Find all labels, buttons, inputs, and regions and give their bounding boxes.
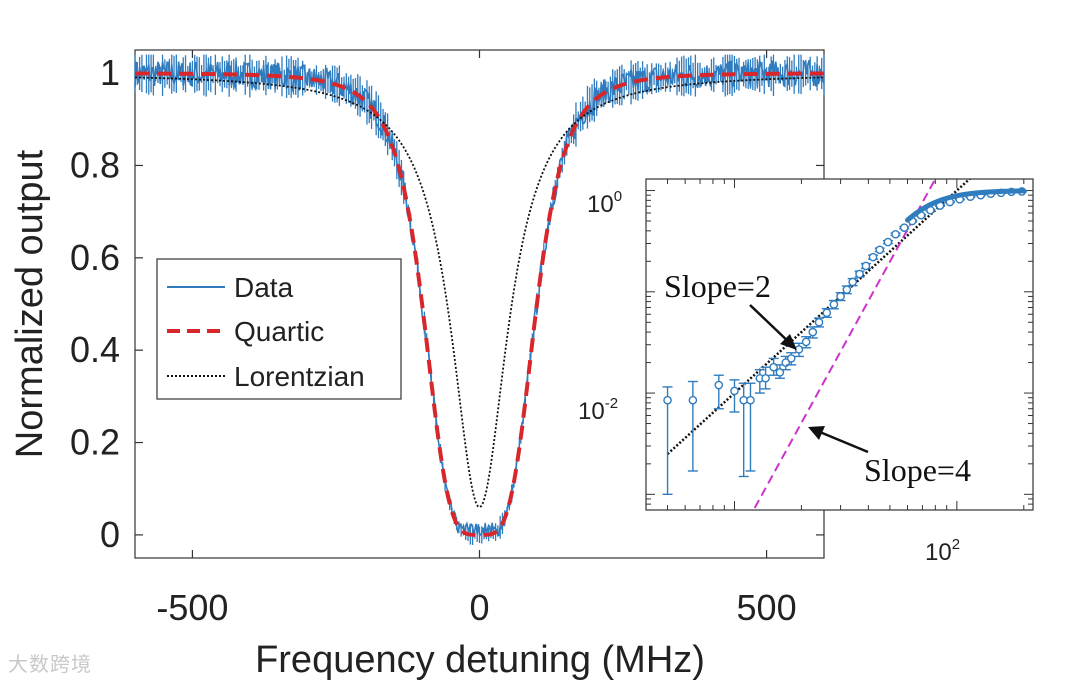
- inset-ticks: [645, 179, 1033, 511]
- inset-xtick-1e2: 102: [925, 536, 960, 566]
- inset-data-point: [663, 395, 672, 405]
- inset-data-point: [891, 229, 900, 239]
- inset-data-point: [829, 300, 839, 309]
- x-axis-label: Frequency detuning (MHz): [255, 639, 705, 681]
- main-ticks: -500 0 500 0 0.2 0.4 0.6 0.8 1: [70, 50, 824, 628]
- inset-data-point: [822, 308, 832, 318]
- y-tick-label: 0.2: [70, 422, 120, 463]
- x-tick-label: -500: [156, 587, 228, 628]
- inset-data-point: [714, 380, 724, 390]
- inset-data-point: [899, 223, 909, 232]
- y-tick-label: 0.6: [70, 237, 120, 278]
- legend-label-data: Data: [234, 272, 294, 303]
- inset-data-point: [814, 317, 824, 327]
- inset-dense-tail: [905, 188, 1027, 223]
- inset-data-point: [786, 354, 796, 363]
- inset-data-point: [855, 269, 864, 279]
- y-tick-label: 0: [100, 514, 120, 555]
- inset-data-point: [801, 337, 811, 347]
- inset-data-point: [730, 386, 739, 396]
- x-tick-label: 500: [737, 587, 797, 628]
- watermark: 大数跨境: [8, 652, 92, 676]
- legend: Data Quartic Lorentzian: [156, 258, 402, 400]
- y-tick-label: 1: [100, 52, 120, 93]
- y-tick-label: 0.8: [70, 144, 120, 185]
- arrow-slope-4: [814, 428, 869, 454]
- x-tick-label: 0: [469, 587, 489, 628]
- inset-data-point: [688, 395, 698, 405]
- inset-ytick-1e0: 100: [587, 188, 622, 218]
- inset-data-point: [836, 292, 845, 301]
- fit-line-slope-4: [752, 179, 937, 510]
- annotation-slope-4: Slope=4: [864, 452, 971, 488]
- main-series: [134, 54, 825, 545]
- inset-plot: 100 10-2 102 Slope=2 Slope=4: [578, 178, 1034, 566]
- y-axis-label: Normalized output: [9, 149, 51, 458]
- legend-label-lorentzian: Lorentzian: [234, 361, 365, 392]
- y-tick-label: 0.4: [70, 329, 120, 370]
- arrowhead-slope-2: [780, 334, 797, 350]
- inset-data-point: [861, 261, 871, 271]
- inset-data-point: [761, 373, 770, 383]
- inset-clipped-group: [662, 179, 1027, 510]
- inset-data-point: [775, 368, 785, 377]
- inset-data-point: [883, 237, 893, 247]
- quartic-series-line: [134, 71, 825, 537]
- inset-data-point: [842, 285, 852, 294]
- inset-data-point: [868, 252, 878, 262]
- inset-data-point: [808, 327, 818, 337]
- inset-axes-frame: [645, 178, 1034, 511]
- inset-data-point: [746, 395, 755, 405]
- legend-label-quartic: Quartic: [234, 316, 324, 347]
- inset-data-point: [848, 277, 857, 287]
- annotation-slope-2: Slope=2: [664, 268, 771, 304]
- inset-series: [662, 179, 1027, 510]
- inset-data-point: [875, 245, 885, 255]
- inset-ytick-1e-2: 10-2: [578, 395, 618, 425]
- arrowhead-slope-4: [808, 426, 825, 440]
